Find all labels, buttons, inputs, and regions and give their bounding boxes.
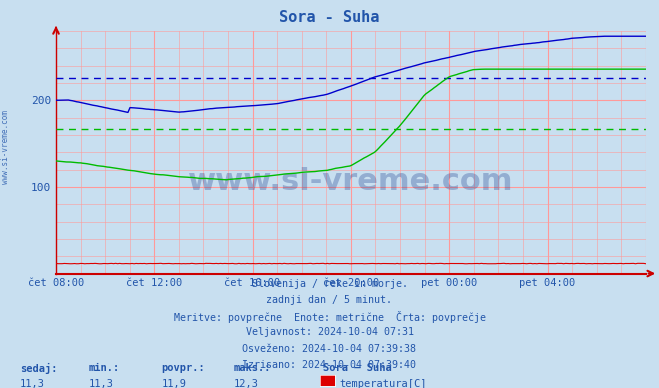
Text: 11,9: 11,9: [161, 379, 186, 388]
Text: temperatura[C]: temperatura[C]: [339, 379, 427, 388]
Text: povpr.:: povpr.:: [161, 363, 205, 373]
Text: Veljavnost: 2024-10-04 07:31: Veljavnost: 2024-10-04 07:31: [246, 327, 413, 338]
Text: maks.:: maks.:: [234, 363, 272, 373]
Text: Sora – Suha: Sora – Suha: [323, 363, 391, 373]
Text: 11,3: 11,3: [89, 379, 114, 388]
Text: 11,3: 11,3: [20, 379, 45, 388]
Text: min.:: min.:: [89, 363, 120, 373]
Text: Sora - Suha: Sora - Suha: [279, 10, 380, 25]
Text: 12,3: 12,3: [234, 379, 259, 388]
Text: zadnji dan / 5 minut.: zadnji dan / 5 minut.: [266, 295, 393, 305]
Text: Meritve: povprečne  Enote: metrične  Črta: povprečje: Meritve: povprečne Enote: metrične Črta:…: [173, 311, 486, 323]
Text: Slovenija / reke in morje.: Slovenija / reke in morje.: [252, 279, 407, 289]
Text: www.si-vreme.com: www.si-vreme.com: [1, 111, 10, 184]
Text: www.si-vreme.com: www.si-vreme.com: [188, 167, 513, 196]
Text: Izrisano: 2024-10-04 07:39:40: Izrisano: 2024-10-04 07:39:40: [243, 360, 416, 370]
Text: Osveženo: 2024-10-04 07:39:38: Osveženo: 2024-10-04 07:39:38: [243, 344, 416, 354]
Text: sedaj:: sedaj:: [20, 363, 57, 374]
